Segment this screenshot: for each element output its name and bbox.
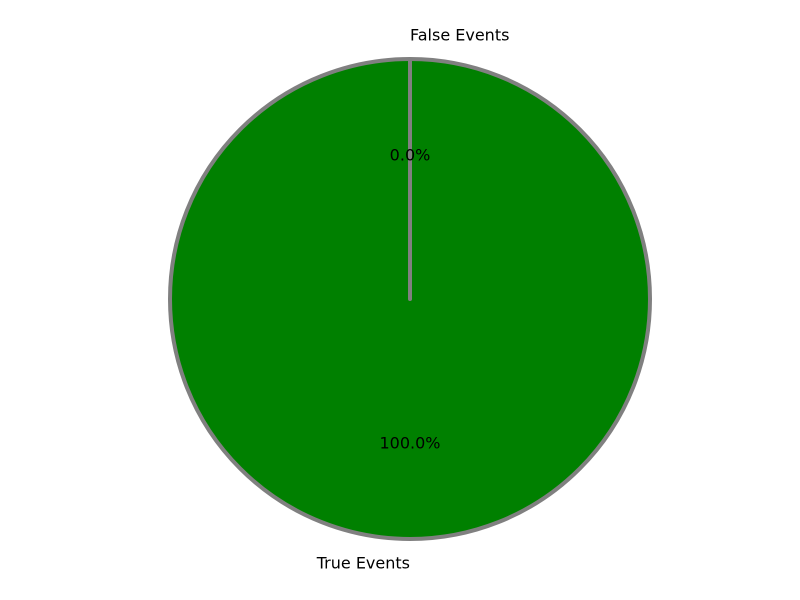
pie-percent-label-false-events: 0.0% bbox=[390, 146, 431, 165]
pie-labels: 100.0% True Events 0.0% False Events bbox=[316, 26, 510, 573]
pie-percent-label-true-events: 100.0% bbox=[379, 434, 440, 453]
pie-slices bbox=[168, 57, 652, 541]
pie-category-label-true-events: True Events bbox=[316, 554, 410, 573]
pie-category-label-false-events: False Events bbox=[410, 26, 509, 45]
